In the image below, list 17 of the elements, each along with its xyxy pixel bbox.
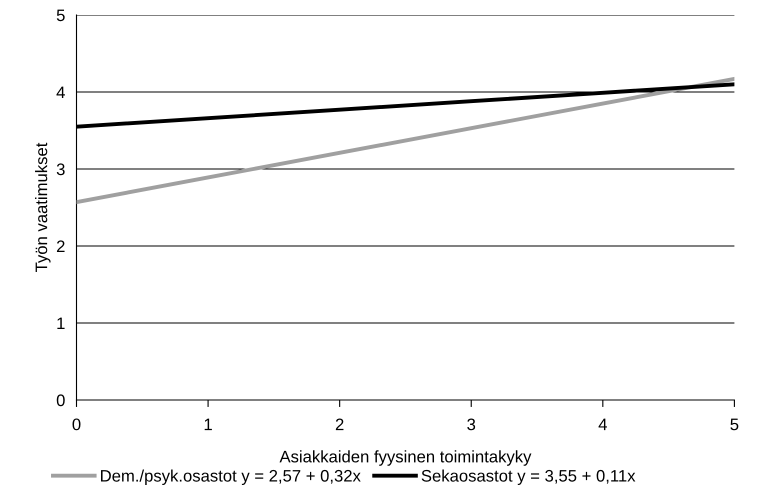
y-axis-title: Työn vaatimukset — [35, 142, 51, 272]
y-tick-label: 1 — [57, 318, 65, 330]
legend-label: Sekaosastot y = 3,55 + 0,11x — [422, 469, 636, 485]
x-tick-label: 4 — [598, 418, 607, 430]
y-tick-label: 5 — [56, 10, 65, 22]
y-tick-label: 2 — [56, 240, 65, 252]
x-tick-label: 1 — [204, 418, 212, 430]
line-series — [76, 76, 734, 204]
y-tick-label: 4 — [56, 86, 65, 98]
x-tick-label: 0 — [72, 418, 80, 430]
y-tick-label: 3 — [56, 163, 65, 176]
legend-label: Dem./psyk.osastot y = 2,57 + 0,32x — [101, 469, 361, 485]
x-tick-label: 3 — [467, 418, 476, 430]
x-tick-label: 5 — [730, 418, 738, 430]
x-tick-label: 2 — [336, 418, 344, 430]
x-axis-title: Asiakkaiden fyysinen toimintakyky — [280, 450, 532, 466]
y-tick-label: 0 — [56, 394, 65, 406]
